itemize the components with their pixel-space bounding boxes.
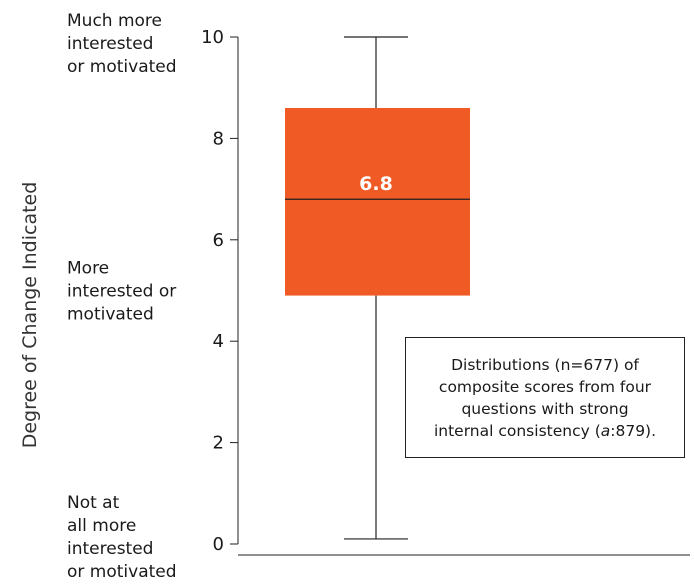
y-tick-label-6: 6 (213, 230, 224, 251)
level-label-1-line-2: interested or (67, 282, 176, 302)
level-label-1-line-1: More (67, 259, 109, 279)
annotation-line-2: composite scores from four (438, 377, 652, 396)
annotation-box: Distributions (n=677) of composite score… (405, 337, 685, 458)
y-level-labels: Much more interested or motivated More inter… (67, 11, 177, 582)
box-plot: 6.8 (285, 36, 470, 540)
y-axis: 0 2 4 6 8 10 (201, 27, 690, 556)
annotation-line-4-prefix: internal consistency ( (433, 421, 601, 440)
y-tick-label-4: 4 (213, 331, 224, 352)
y-axis-label: Degree of Change Indicated (19, 182, 41, 449)
annotation-line-4-suffix: :879). (610, 421, 657, 440)
y-tick-label-0: 0 (213, 534, 224, 555)
level-label-0-line-2: interested (67, 34, 153, 54)
annotation-line-4: internal consistency (a:879). (434, 420, 656, 442)
y-tick-label-2: 2 (213, 433, 224, 454)
level-label-0-line-1: Much more (67, 11, 162, 31)
level-label-2-line-3: interested (67, 539, 153, 559)
level-label-2-line-2: all more (67, 516, 136, 536)
interquartile-box (285, 107, 470, 296)
annotation-line-1: Distributions (n=677) of (451, 355, 639, 374)
level-label-2-line-1: Not at (67, 493, 120, 513)
level-label-2-line-4: or motivated (67, 562, 177, 582)
y-tick-label-8: 8 (213, 128, 224, 149)
level-label-1-line-3: motivated (67, 305, 154, 325)
median-value-label: 6.8 (359, 173, 393, 195)
annotation-line-3: questions with strong (461, 399, 629, 418)
annotation-alpha-symbol: a (600, 421, 611, 440)
y-tick-label-10: 10 (201, 27, 224, 48)
level-label-0-line-3: or motivated (67, 57, 177, 77)
